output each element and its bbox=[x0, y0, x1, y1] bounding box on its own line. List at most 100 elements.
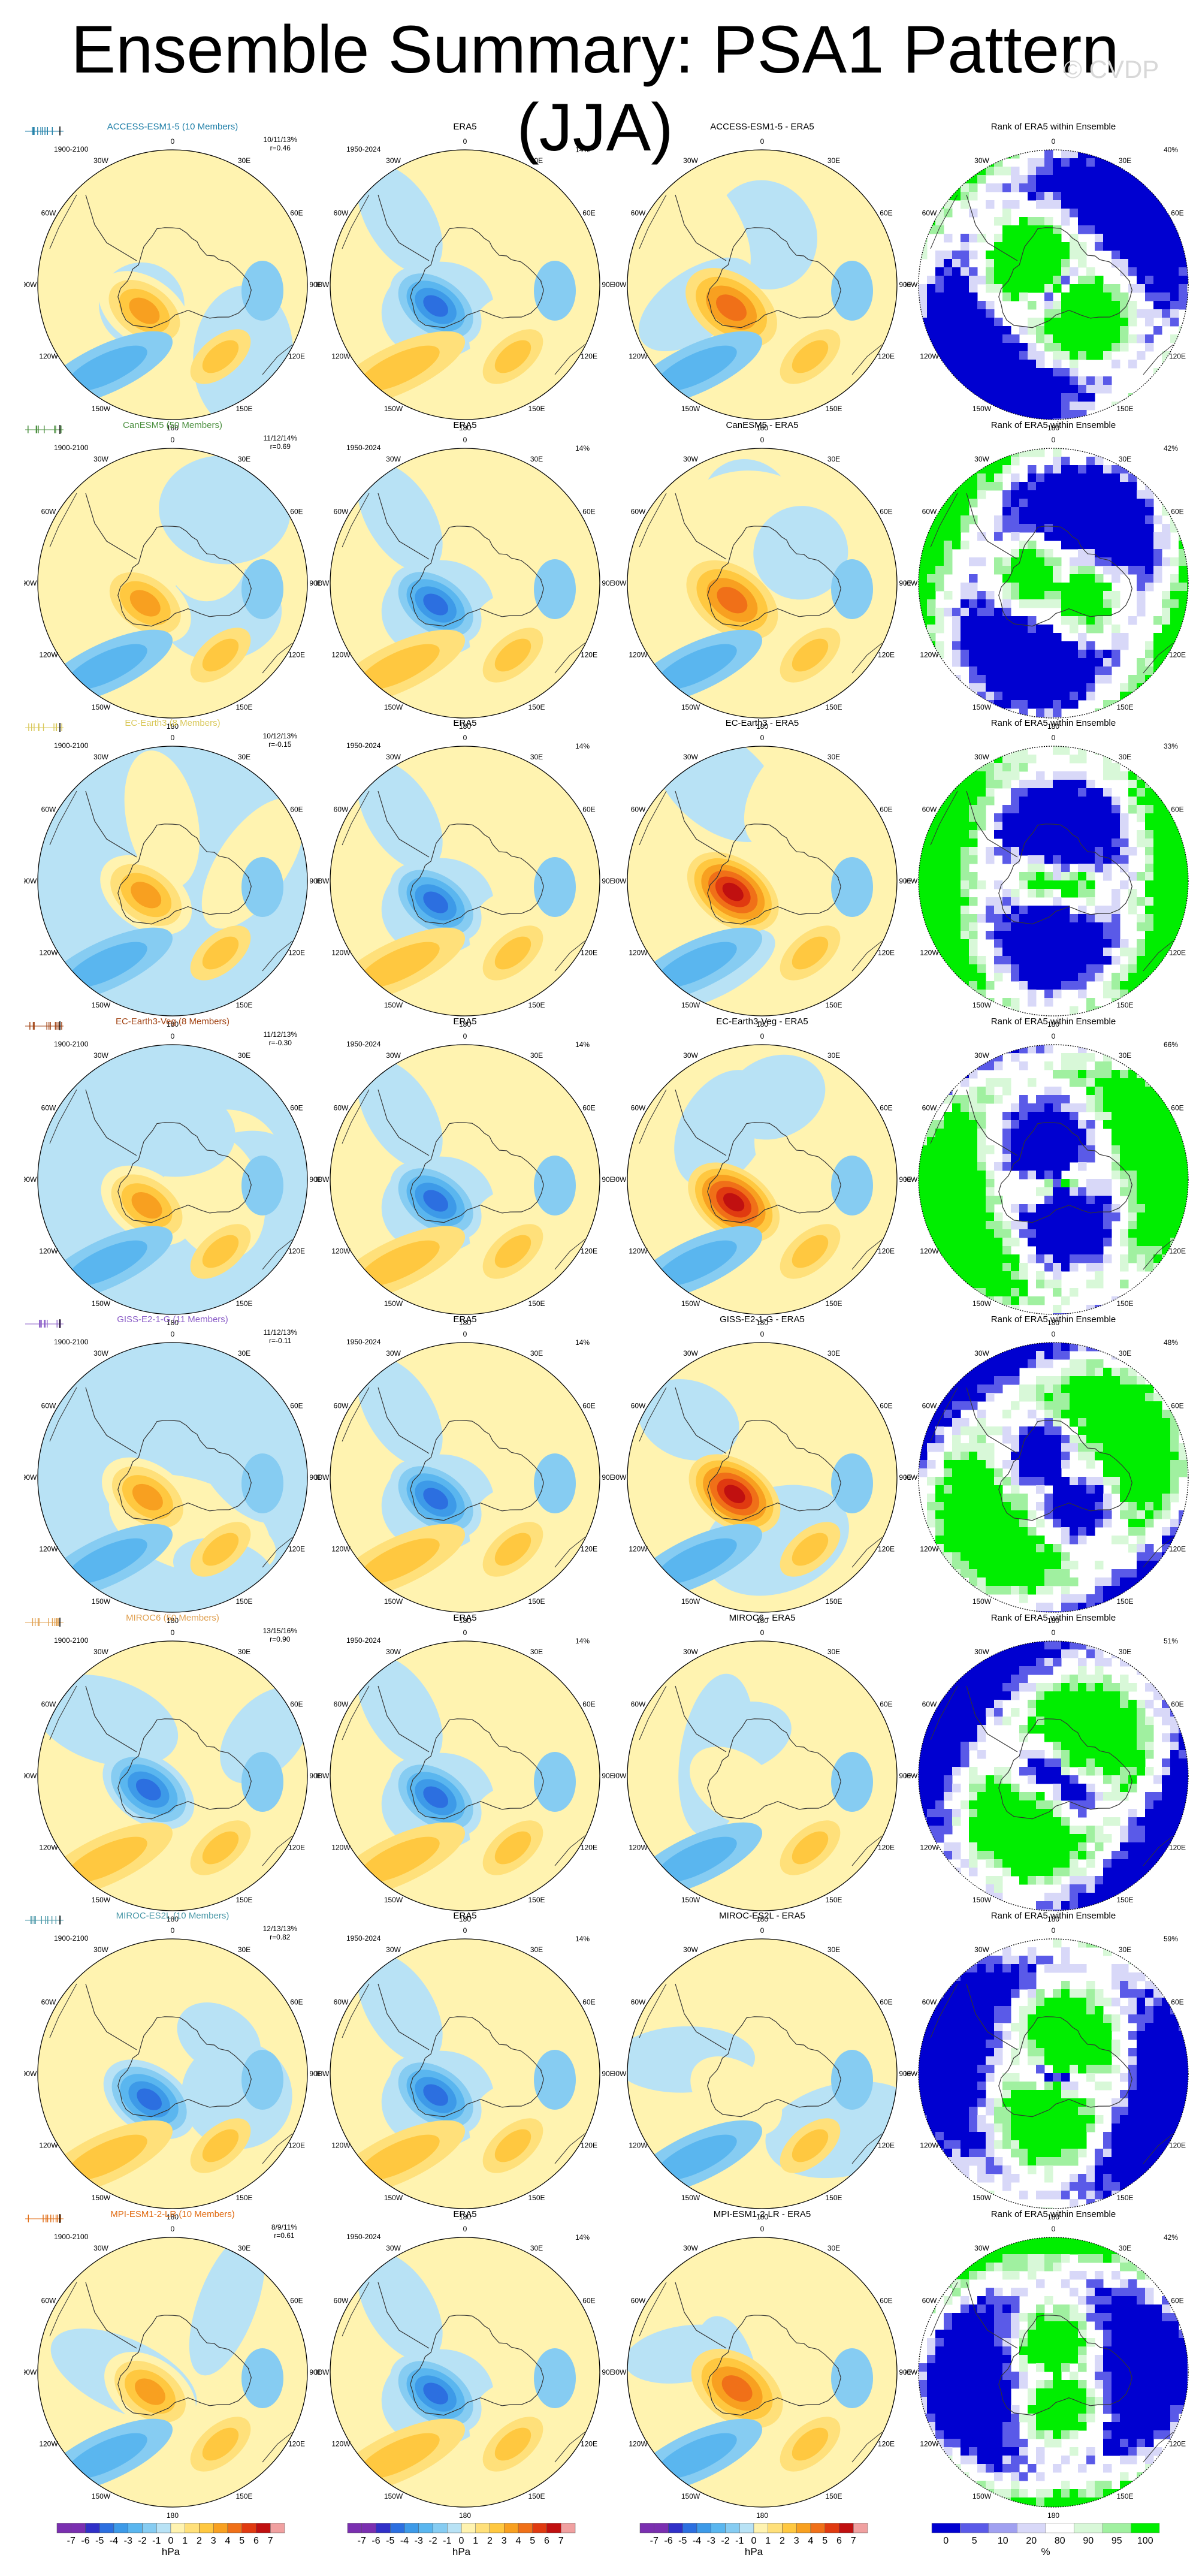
rank-cell bbox=[1179, 1359, 1188, 1368]
rank-cell bbox=[952, 498, 961, 507]
rank-cell bbox=[1011, 360, 1020, 369]
rank-cell bbox=[1036, 410, 1045, 419]
rank-cell bbox=[1137, 532, 1146, 541]
rank-cell bbox=[1036, 448, 1045, 457]
rank-cell bbox=[1162, 922, 1171, 931]
rank-cell bbox=[1137, 234, 1146, 243]
rank-cell bbox=[1103, 1477, 1112, 1486]
rank-cell bbox=[919, 284, 928, 293]
rank-cell bbox=[986, 343, 995, 352]
rank-cell bbox=[952, 385, 961, 394]
rank-cell bbox=[1086, 183, 1095, 192]
rank-cell bbox=[994, 1343, 1003, 1352]
rank-cell bbox=[952, 771, 961, 780]
lon-label: 150W bbox=[384, 1597, 403, 1606]
rank-cell bbox=[969, 780, 978, 789]
rank-cell bbox=[927, 973, 936, 982]
rank-cell bbox=[961, 1094, 969, 1103]
rank-cell bbox=[1053, 1153, 1062, 1162]
lon-label: 0 bbox=[1052, 137, 1056, 146]
rank-cell bbox=[1153, 1460, 1162, 1469]
lon-label: 0 bbox=[1052, 1032, 1056, 1040]
rank-cell bbox=[1011, 1468, 1020, 1477]
rank-cell bbox=[1028, 822, 1037, 831]
rank-cell bbox=[1011, 334, 1020, 343]
rank-cell bbox=[944, 1536, 953, 1545]
rank-cell bbox=[1153, 1086, 1162, 1095]
rank-cell bbox=[1095, 498, 1104, 507]
rank-cell bbox=[927, 1519, 936, 1528]
rank-cell bbox=[1070, 922, 1079, 931]
rank-cell bbox=[944, 464, 953, 473]
rank-cell bbox=[1061, 1162, 1070, 1171]
rank-cell bbox=[1053, 1376, 1062, 1385]
rank-cell bbox=[969, 1245, 978, 1254]
pct-variance-label: 11/12/13% r=-0.11 bbox=[264, 1328, 298, 1345]
rank-cell bbox=[1187, 498, 1188, 507]
rank-cell bbox=[969, 1485, 978, 1494]
rank-cell bbox=[961, 1103, 969, 1112]
rank-cell bbox=[952, 1510, 961, 1519]
rank-cell bbox=[1053, 242, 1062, 251]
rank-cell bbox=[919, 1078, 928, 1087]
rank-area-pct: 42% bbox=[1163, 444, 1178, 453]
rank-cell bbox=[1128, 540, 1137, 549]
rank-cell bbox=[935, 1536, 944, 1545]
rank-cell bbox=[944, 385, 953, 394]
rank-cell bbox=[1120, 251, 1129, 260]
rank-cell bbox=[1002, 1120, 1011, 1129]
rank-cell bbox=[1137, 838, 1146, 847]
rank-cell bbox=[919, 464, 928, 473]
rank-cell bbox=[1028, 251, 1037, 260]
rank-cell bbox=[977, 1527, 986, 1536]
pct-variance-label: 10/12/13% r=-0.15 bbox=[263, 732, 297, 749]
rank-cell bbox=[969, 1237, 978, 1246]
rank-cell bbox=[1187, 1279, 1188, 1288]
rank-cell bbox=[935, 1271, 944, 1280]
rank-cell bbox=[1053, 225, 1062, 234]
rank-cell bbox=[1011, 624, 1020, 633]
contour-band bbox=[357, 761, 443, 870]
rank-cell bbox=[1145, 1128, 1154, 1137]
rank-cell bbox=[1070, 1153, 1079, 1162]
rank-cell bbox=[944, 209, 953, 218]
rank-cell bbox=[961, 200, 969, 209]
rank-cell bbox=[1103, 376, 1112, 385]
rank-cell bbox=[1153, 1435, 1162, 1444]
lon-label: 90E bbox=[899, 280, 911, 289]
rank-cell bbox=[944, 956, 953, 965]
rank-cell bbox=[1086, 540, 1095, 549]
rank-cell bbox=[944, 183, 953, 192]
model-map: 030E60E90E120E150E180150W120W90W60W30W bbox=[24, 1628, 321, 1923]
rank-cell bbox=[944, 1359, 953, 1368]
rank-cell bbox=[944, 964, 953, 973]
rank-cell bbox=[1011, 393, 1020, 402]
rank-cell bbox=[1053, 158, 1062, 167]
rank-cell bbox=[1070, 1418, 1079, 1427]
rank-cell bbox=[1128, 1477, 1137, 1486]
lon-label: 30W bbox=[386, 753, 401, 761]
rank-cell bbox=[935, 200, 944, 209]
rank-cell bbox=[1036, 259, 1045, 268]
rank-cell bbox=[1028, 590, 1037, 599]
rank-cell bbox=[927, 1477, 936, 1486]
rank-cell bbox=[961, 914, 969, 923]
rank-cell bbox=[1162, 872, 1171, 881]
rank-cell bbox=[1179, 780, 1188, 789]
lon-label: 90E bbox=[602, 877, 614, 885]
rank-cell bbox=[1137, 557, 1146, 566]
rank-cell bbox=[952, 448, 961, 457]
lon-label: 0 bbox=[1052, 1330, 1056, 1338]
rank-cell bbox=[961, 755, 969, 764]
rank-cell bbox=[1179, 1468, 1188, 1477]
difference-panel: 030E60E90E120E150E180150W120W90W60W30WEC… bbox=[614, 1012, 911, 1328]
rank-cell bbox=[1137, 1510, 1146, 1519]
rank-cell bbox=[935, 1494, 944, 1503]
rank-cell bbox=[1053, 448, 1062, 457]
rank-cell bbox=[994, 376, 1003, 385]
rank-cell bbox=[1112, 200, 1120, 209]
rank-cell bbox=[1162, 1170, 1171, 1179]
lon-label: 120E bbox=[1169, 949, 1186, 957]
lon-label: 120E bbox=[878, 949, 895, 957]
rank-cell bbox=[1112, 192, 1120, 201]
